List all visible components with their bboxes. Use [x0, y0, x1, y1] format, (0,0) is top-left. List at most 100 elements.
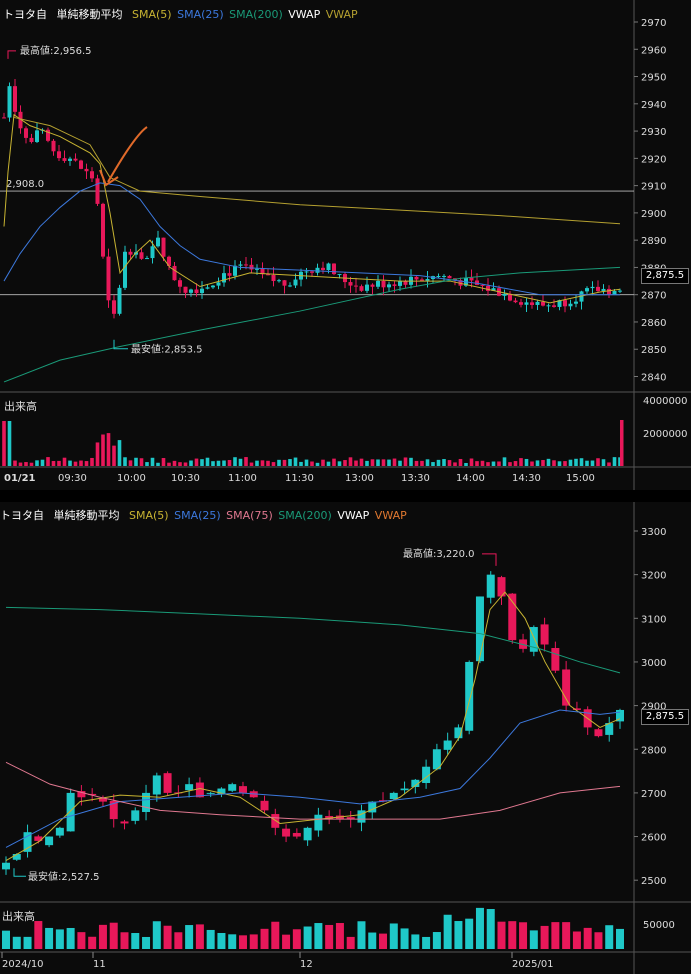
volume-bar [2, 930, 10, 949]
volume-bar [568, 459, 573, 466]
daily-chart-panel: 3300 3200 3100 3000 2900 2800 2700 2600 2500 最高値:… [0, 502, 691, 974]
sma25-line [5, 709, 621, 848]
candle-body [84, 168, 89, 172]
price-tick-label: 2970 [641, 18, 666, 29]
time-tick-label: 13:30 [401, 473, 430, 484]
volume-bar [217, 932, 226, 949]
candle-body [618, 290, 622, 292]
volume-bar [601, 459, 606, 466]
volume-bar [45, 927, 54, 949]
candle-body [314, 814, 323, 831]
volume-bar [150, 457, 155, 466]
candle-body [348, 282, 353, 286]
legend-sma200[interactable]: SMA(200) [278, 509, 332, 522]
volume-tick-label: 4000000 [643, 396, 688, 407]
volume-bar [409, 457, 413, 466]
legend-sma5[interactable]: SMA(5) [132, 8, 172, 21]
candle-body [34, 836, 43, 841]
candle-body [217, 788, 226, 794]
volume-bar [530, 461, 534, 466]
candle-body [244, 264, 248, 266]
candle-body [106, 256, 111, 301]
candle-body [98, 798, 107, 802]
candle-body [612, 291, 617, 295]
candle-body [117, 287, 122, 314]
intraday-chart-svg[interactable]: 2970296029502940293029202910290028902880… [0, 0, 691, 490]
candle-body [90, 171, 94, 179]
candle-body [238, 264, 243, 266]
candle-body [411, 779, 420, 787]
volume-bar [112, 445, 116, 466]
candle-body [255, 268, 259, 270]
volume-bar [502, 457, 507, 466]
volume-bar [117, 440, 122, 466]
price-tick-label: 2800 [641, 745, 666, 756]
candle-body [304, 271, 309, 273]
candle-body [420, 279, 424, 281]
time-tick-label: 10:00 [117, 473, 146, 484]
volume-bar [348, 457, 353, 466]
legend-sma5[interactable]: SMA(5) [129, 509, 169, 522]
volume-bar [228, 934, 237, 949]
legend-sma75[interactable]: SMA(75) [226, 509, 273, 522]
volume-bar [249, 934, 258, 949]
candle-body [293, 279, 298, 286]
price-tick-label: 3300 [641, 527, 666, 538]
volume-bar [244, 457, 248, 466]
symbol-name: トヨタ自 [0, 509, 44, 522]
candle-body [55, 827, 64, 836]
volume-bar [211, 461, 215, 466]
candle-body [120, 821, 129, 824]
volume-bar [585, 460, 589, 466]
candle-body [513, 300, 518, 303]
candle-body [194, 289, 199, 294]
candle-body [370, 284, 375, 287]
price-tick-label: 2700 [641, 789, 666, 800]
time-tick-label: 14:30 [512, 473, 541, 484]
volume-bar [152, 921, 161, 949]
candle-body [594, 729, 603, 737]
volume-bar [161, 458, 166, 466]
volume-bar [551, 922, 560, 949]
price-tick-label: 2860 [641, 318, 666, 329]
legend-sma25[interactable]: SMA(25) [177, 8, 224, 21]
volume-bar [475, 461, 479, 466]
candle-body [205, 287, 210, 289]
volume-bar [343, 460, 347, 466]
legend-vwap-olive[interactable]: VWAP [325, 8, 358, 21]
price-tick-label: 2940 [641, 100, 666, 111]
daily-chart-svg[interactable]: 3300 3200 3100 3000 2900 2800 2700 2600 2500 最高値:… [0, 502, 691, 974]
date-tick-label: 12 [300, 959, 313, 970]
candle-body [282, 828, 291, 837]
candle-body [381, 280, 386, 288]
price-tick-label: 3000 [641, 658, 666, 669]
legend-sma25[interactable]: SMA(25) [174, 509, 221, 522]
candle-body [568, 303, 573, 307]
candle-body [325, 815, 334, 820]
volume-bar [55, 929, 64, 949]
legend-vwap-orange[interactable]: VWAP [374, 509, 407, 522]
legend-vwap-white[interactable]: VWAP [288, 8, 321, 21]
candle-body [551, 647, 560, 671]
volume-bar [167, 462, 171, 466]
candle-body [425, 278, 430, 281]
candle-body [596, 286, 600, 292]
volume-bar [88, 936, 97, 949]
candle-body [562, 669, 571, 706]
indicator-name: 単純移動平均 [56, 8, 123, 21]
volume-bar [411, 934, 420, 949]
volume-bar [442, 459, 446, 466]
low-marker-line [13, 868, 26, 877]
candle-body [400, 788, 409, 791]
legend-sma200[interactable]: SMA(200) [229, 8, 283, 21]
date-tick-label: 2024/10 [2, 959, 44, 970]
time-tick-label: 10:30 [171, 473, 200, 484]
volume-bar [535, 460, 540, 466]
volume-bar [13, 460, 17, 466]
candle-body [359, 286, 364, 291]
legend-vwap-white[interactable]: VWAP [337, 509, 370, 522]
volume-bar [260, 928, 269, 949]
intraday-chart-panel: 2970296029502940293029202910290028902880… [0, 0, 691, 490]
annotation-arrow-head-icon [99, 169, 119, 187]
candle-body [2, 117, 6, 119]
